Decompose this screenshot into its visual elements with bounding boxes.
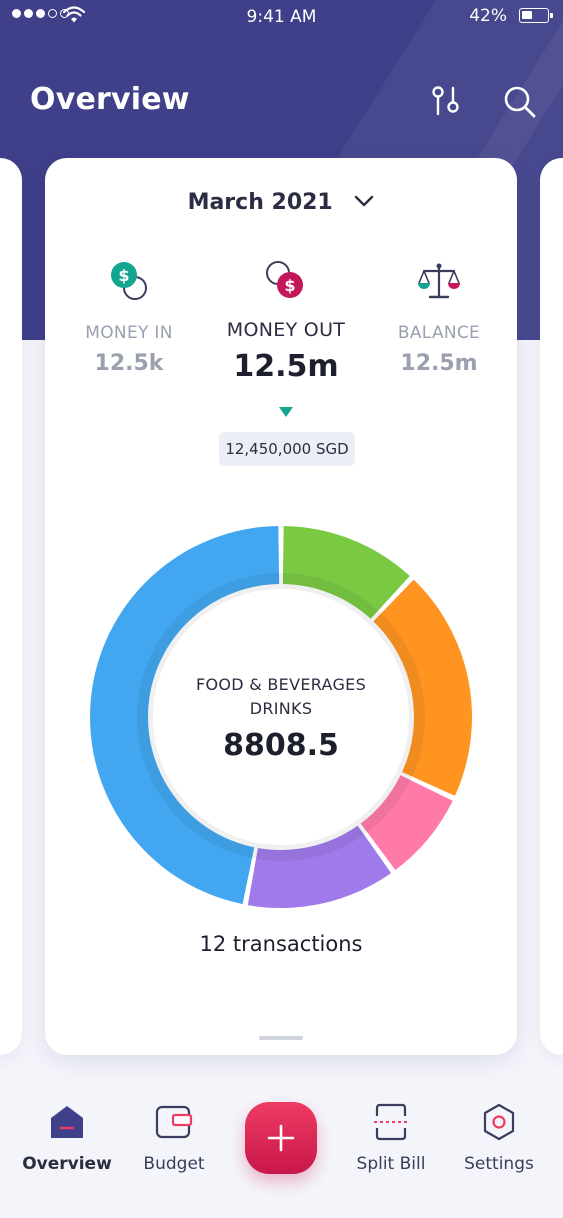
previous-card-peek[interactable] <box>0 158 22 1055</box>
search-icon[interactable] <box>502 84 538 120</box>
balance-label: BALANCE <box>397 323 481 343</box>
money-in-value: 12.5k <box>94 351 164 376</box>
money-out-label: MONEY OUT <box>226 319 346 341</box>
month-label: March 2021 <box>187 190 333 215</box>
balance-value: 12.5m <box>400 351 478 376</box>
spending-donut-chart[interactable] <box>45 158 517 958</box>
tab-settings[interactable]: Settings <box>444 1100 554 1174</box>
battery-icon <box>519 8 553 23</box>
money-in-icon: $ <box>111 262 147 300</box>
wifi-icon <box>63 6 85 23</box>
tab-budget-label: Budget <box>143 1154 205 1174</box>
tab-split-bill[interactable]: Split Bill <box>336 1100 446 1174</box>
tab-split-bill-label: Split Bill <box>356 1154 426 1174</box>
next-card-peek[interactable] <box>540 158 563 1055</box>
balance-scale-icon <box>418 263 460 299</box>
status-bar: 9:41 AM 42% <box>0 0 563 34</box>
donut-segment-3[interactable] <box>360 775 453 870</box>
category-name: FOOD & BEVERAGES <box>195 675 367 694</box>
svg-text:$: $ <box>284 276 295 295</box>
tab-overview[interactable]: Overview <box>12 1100 122 1174</box>
exact-amount-badge: 12,450,000 SGD <box>219 432 355 466</box>
transactions-count[interactable]: 12 transactions <box>199 932 363 956</box>
money-in-label: MONEY IN <box>85 323 173 343</box>
donut-segment-1[interactable] <box>282 526 410 619</box>
selected-indicator-arrow <box>279 407 293 417</box>
battery-percent: 42% <box>469 6 507 26</box>
overview-card: March 2021 $ MONEY IN 12.5k $ <box>45 158 517 1055</box>
wallet-icon <box>155 1105 193 1139</box>
filter-icon[interactable] <box>428 84 464 120</box>
month-selector[interactable]: March 2021 <box>45 190 517 215</box>
status-time: 9:41 AM <box>246 7 317 27</box>
tab-bar: Overview Budget Split Bill <box>0 1080 563 1218</box>
donut-segment-2[interactable] <box>373 579 472 796</box>
selected-category-value: 8808.5 <box>223 728 339 763</box>
donut-segment-4[interactable] <box>247 825 392 908</box>
home-icon <box>51 1106 83 1138</box>
chevron-down-icon <box>355 195 374 207</box>
money-in-stat[interactable]: $ MONEY IN 12.5k <box>54 253 204 376</box>
svg-text:$: $ <box>118 266 129 285</box>
donut-segment-5[interactable] <box>89 526 280 905</box>
drag-handle[interactable] <box>259 1036 303 1040</box>
tab-overview-label: Overview <box>22 1154 112 1174</box>
split-bill-icon <box>374 1103 408 1141</box>
plus-icon <box>267 1124 295 1152</box>
money-out-stat[interactable]: $ MONEY OUT 12.5m <box>211 253 361 384</box>
money-out-icon: $ <box>266 261 303 298</box>
subcategory-name: DRINKS <box>249 699 313 718</box>
tab-budget[interactable]: Budget <box>119 1100 229 1174</box>
settings-icon <box>483 1103 515 1141</box>
selected-category-label: FOOD & BEVERAGES DRINKS <box>145 673 417 721</box>
page-title: Overview <box>30 82 190 117</box>
money-out-value: 12.5m <box>233 349 339 384</box>
signal-strength-icon <box>12 9 69 18</box>
tab-settings-label: Settings <box>464 1154 534 1174</box>
add-transaction-button[interactable] <box>245 1102 317 1174</box>
balance-stat[interactable]: BALANCE 12.5m <box>364 253 514 376</box>
